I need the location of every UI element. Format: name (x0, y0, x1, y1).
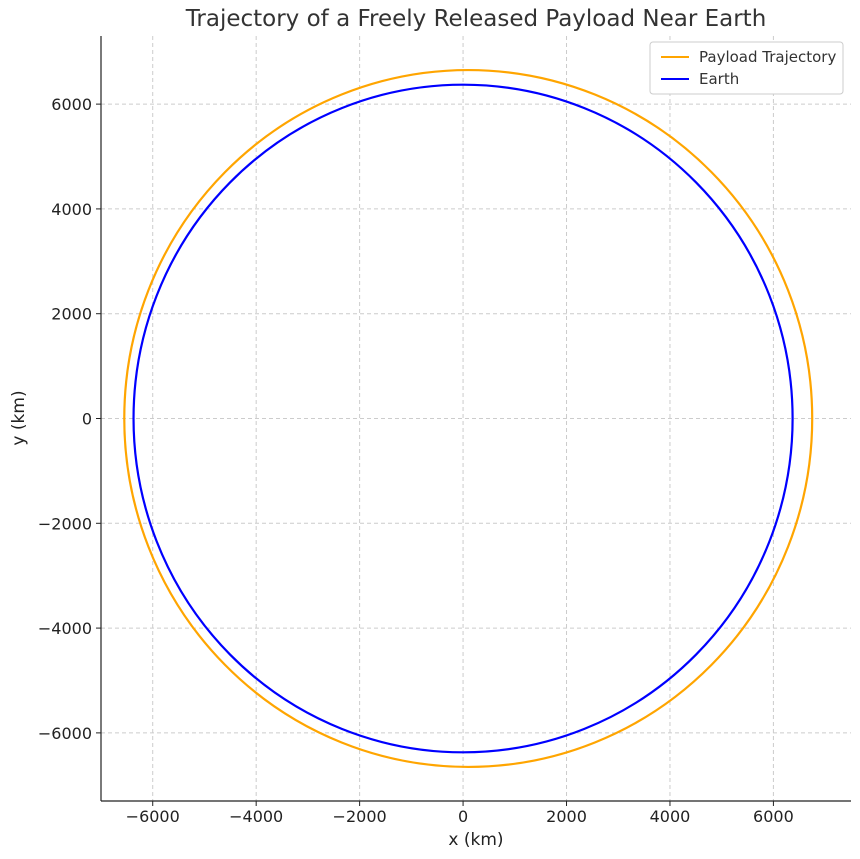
x-tick-label-4: 2000 (546, 807, 587, 826)
axes (96, 36, 851, 806)
legend-label-payload: Payload Trajectory (699, 48, 836, 66)
x-tick-label-1: −4000 (229, 807, 283, 826)
x-axis-label: x (km) (448, 830, 503, 850)
y-tick-label-5: 4000 (51, 200, 92, 219)
x-tick-label-6: 6000 (753, 807, 794, 826)
series-layer (123, 68, 814, 769)
legend-label-earth: Earth (699, 70, 739, 88)
y-tick-label-4: 2000 (51, 305, 92, 324)
earth-line (132, 83, 794, 754)
chart-title: Trajectory of a Freely Released Payload … (185, 6, 767, 32)
y-tick-label-0: −6000 (38, 724, 92, 743)
x-tick-label-2: −2000 (333, 807, 387, 826)
legend: Payload Trajectory Earth (649, 41, 844, 95)
x-tick-label-0: −6000 (126, 807, 180, 826)
y-tick-label-2: −2000 (38, 514, 92, 533)
legend-box (649, 41, 844, 95)
y-tick-label-6: 6000 (51, 95, 92, 114)
y-tick-label-1: −4000 (38, 619, 92, 638)
grid-lines (101, 36, 851, 801)
payload-trajectory-line (123, 68, 814, 769)
x-tick-label-3: 0 (458, 807, 468, 826)
tick-labels: −6000 −4000 −2000 0 2000 4000 6000 −6000 −4000 −2… (38, 95, 794, 826)
y-tick-label-3: 0 (82, 410, 92, 429)
x-tick-label-5: 4000 (650, 807, 691, 826)
y-axis-label: y (km) (9, 390, 29, 445)
